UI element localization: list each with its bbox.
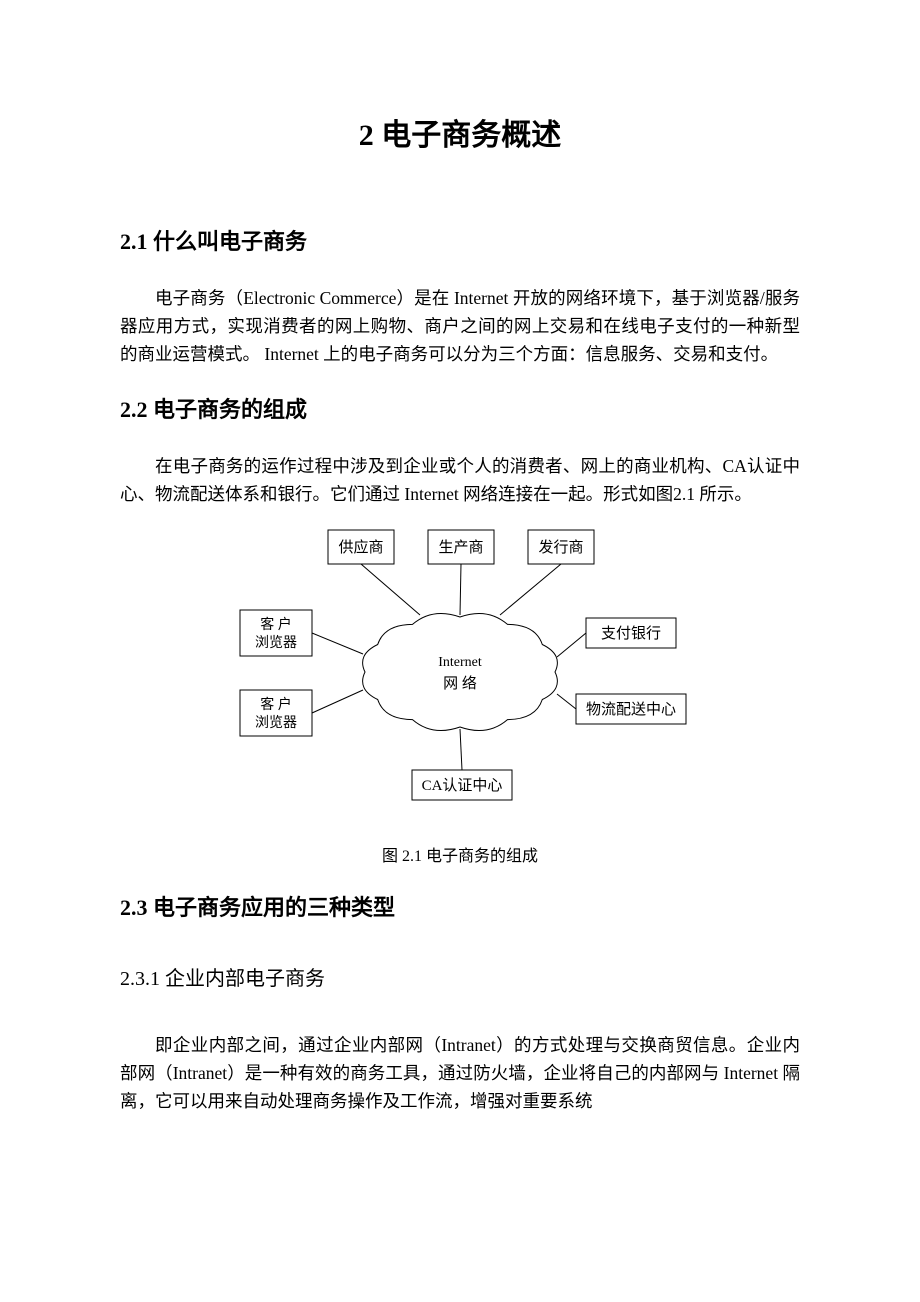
svg-text:物流配送中心: 物流配送中心 [586, 701, 676, 718]
svg-text:支付银行: 支付银行 [601, 625, 661, 642]
svg-text:网 络: 网 络 [443, 675, 477, 692]
svg-text:客 户: 客 户 [260, 696, 292, 713]
section-2.2-paragraph: 在电子商务的运作过程中涉及到企业或个人的消费者、网上的商业机构、CA认证中心、物… [120, 452, 800, 508]
section-2.2-heading: 2.2 电子商务的组成 [120, 392, 800, 424]
svg-text:发行商: 发行商 [538, 539, 583, 556]
svg-text:生产商: 生产商 [438, 539, 483, 556]
section-2.1-heading: 2.1 什么叫电子商务 [120, 224, 800, 256]
svg-text:CA认证中心: CA认证中心 [422, 777, 503, 794]
section-2.1-paragraph: 电子商务（Electronic Commerce）是在 Internet 开放的… [120, 284, 800, 368]
svg-text:Internet: Internet [438, 655, 482, 670]
document-page: 2 电子商务概述 2.1 什么叫电子商务 电子商务（Electronic Com… [0, 0, 920, 1185]
chapter-title: 2 电子商务概述 [120, 110, 800, 154]
svg-text:供应商: 供应商 [338, 538, 383, 556]
svg-text:客 户: 客 户 [260, 616, 292, 633]
figure-2.1-caption: 图 2.1 电子商务的组成 [120, 842, 800, 866]
section-2.3.1-paragraph: 即企业内部之间，通过企业内部网（Intranet）的方式处理与交换商贸信息。企业… [120, 1031, 800, 1115]
figure-2.1-svg: Internet网 络供应商生产商发行商客 户浏览器客 户浏览器支付银行物流配送… [230, 522, 690, 812]
svg-text:浏览器: 浏览器 [255, 635, 297, 651]
figure-2.1: Internet网 络供应商生产商发行商客 户浏览器客 户浏览器支付银行物流配送… [120, 522, 800, 812]
section-2.3-heading: 2.3 电子商务应用的三种类型 [120, 890, 800, 922]
svg-text:浏览器: 浏览器 [255, 715, 297, 731]
section-2.3.1-heading: 2.3.1 企业内部电子商务 [120, 962, 800, 991]
